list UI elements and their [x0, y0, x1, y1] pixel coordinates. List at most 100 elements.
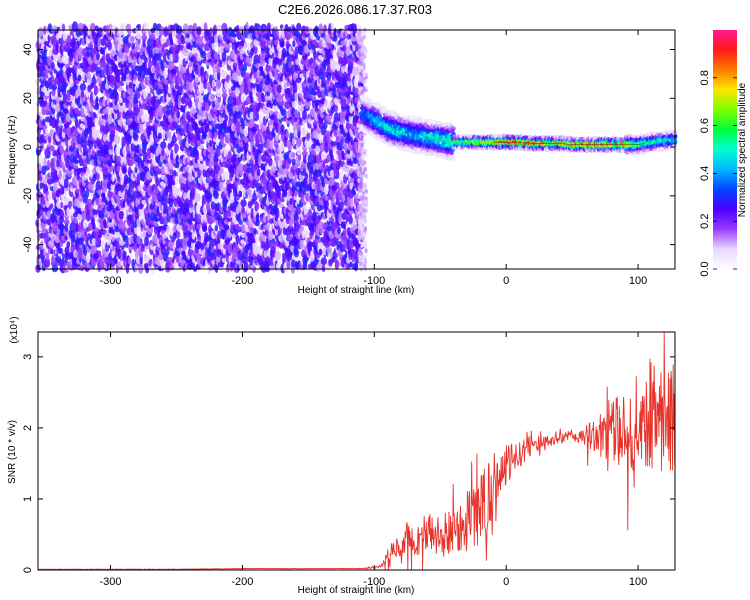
heatmap-cell: [243, 41, 248, 50]
heatmap-cell: [274, 180, 279, 191]
heatmap-cell: [132, 129, 139, 140]
heatmap-cell: [144, 56, 148, 64]
heatmap-cell: [85, 72, 92, 80]
heatmap-cell: [102, 157, 107, 162]
heatmap-cell: [113, 134, 121, 145]
heatmap-cell: [135, 32, 142, 40]
heatmap-cell: [166, 130, 172, 138]
heatmap-cell: [256, 168, 261, 177]
heatmap-cell: [215, 79, 221, 90]
heatmap-cell: [50, 248, 54, 255]
heatmap-cell: [255, 202, 260, 211]
heatmap-cell: [118, 101, 125, 113]
heatmap-cell: [291, 158, 296, 166]
heatmap-cell: [42, 118, 47, 126]
heatmap-cell: [85, 253, 91, 264]
heatmap-cell: [143, 166, 149, 173]
heatmap-cell: [291, 152, 296, 159]
heatmap-cell: [108, 23, 113, 34]
heatmap-cell: [213, 24, 217, 31]
heatmap-cell: [277, 261, 281, 268]
heatmap-cell: [80, 106, 86, 117]
heatmap-cell: [145, 262, 150, 274]
heatmap-cell: [135, 88, 141, 99]
heatmap-cell: [197, 203, 201, 210]
heatmap-cell: [189, 81, 194, 93]
heatmap-cell: [214, 224, 218, 232]
heatmap-cell: [147, 212, 151, 218]
heatmap-cell: [107, 240, 111, 246]
heatmap-cell: [188, 145, 193, 152]
heatmap-cell: [211, 100, 216, 108]
heatmap-cell: [255, 234, 260, 243]
heatmap-cell: [127, 166, 132, 178]
heatmap-cell: [143, 88, 147, 100]
heatmap-cell: [92, 111, 97, 119]
heatmap-cell: [120, 184, 125, 190]
heatmap-cell: [210, 93, 216, 101]
heatmap-cell: [250, 96, 254, 104]
heatmap-cell: [115, 91, 119, 103]
heatmap-cell: [116, 164, 121, 172]
heatmap-cell: [128, 81, 133, 89]
heatmap-cell: [131, 258, 135, 269]
heatmap-cell: [72, 218, 79, 224]
heatmap-cell: [61, 257, 65, 265]
heatmap-cell: [158, 132, 162, 140]
heatmap-cell: [38, 26, 44, 38]
heatmap-cell: [134, 226, 138, 235]
heatmap-cell: [59, 209, 64, 220]
heatmap-cell: [276, 207, 280, 219]
heatmap-cell: [302, 229, 310, 239]
heatmap-cell: [94, 86, 99, 95]
heatmap-cell: [142, 61, 148, 72]
heatmap-cell: [169, 38, 174, 46]
heatmap-cell: [58, 169, 62, 180]
heatmap-cell: [243, 126, 249, 137]
heatmap-cell: [128, 207, 133, 213]
heatmap-cell: [63, 178, 69, 189]
heatmap-cell: [108, 87, 112, 94]
heatmap-cell: [67, 94, 71, 102]
heatmap-cell: [195, 149, 200, 161]
heatmap-cell: [324, 184, 329, 195]
heatmap-cell: [86, 167, 90, 176]
heatmap-cell: [174, 176, 180, 185]
heatmap-cell: [55, 125, 61, 136]
heatmap-cell: [85, 189, 90, 198]
heatmap-cell: [256, 212, 260, 223]
heatmap-cell: [175, 66, 179, 73]
heatmap-cell: [211, 79, 216, 88]
heatmap-cell: [116, 72, 121, 83]
heatmap-cell: [172, 169, 177, 177]
heatmap-cell: [147, 46, 154, 55]
heatmap-cell: [129, 252, 133, 259]
heatmap-cell: [143, 254, 150, 263]
heatmap-cell: [50, 212, 57, 223]
heatmap-cell: [77, 22, 84, 32]
heatmap-cell: [125, 23, 132, 33]
heatmap-cell: [320, 257, 327, 266]
heatmap-cell: [243, 261, 249, 272]
heatmap-cell: [64, 246, 70, 256]
heatmap-cell: [85, 51, 92, 57]
heatmap-cell: [127, 256, 132, 265]
heatmap-cell: [265, 114, 268, 120]
heatmap-cell: [246, 188, 252, 196]
heatmap-cell: [103, 218, 107, 227]
heatmap-cell: [120, 22, 124, 32]
heatmap-cell: [49, 203, 54, 210]
heatmap-cell: [43, 156, 47, 167]
heatmap-cell: [295, 137, 302, 148]
heatmap-cell: [63, 108, 69, 115]
heatmap-cell: [136, 235, 141, 245]
heatmap-cell: [174, 144, 179, 153]
heatmap-cell: [130, 35, 135, 43]
heatmap-cell: [52, 182, 58, 193]
heatmap-cell: [268, 203, 273, 210]
heatmap-cell: [321, 76, 326, 88]
heatmap-cell: [63, 196, 70, 205]
heatmap-cell: [46, 159, 51, 168]
